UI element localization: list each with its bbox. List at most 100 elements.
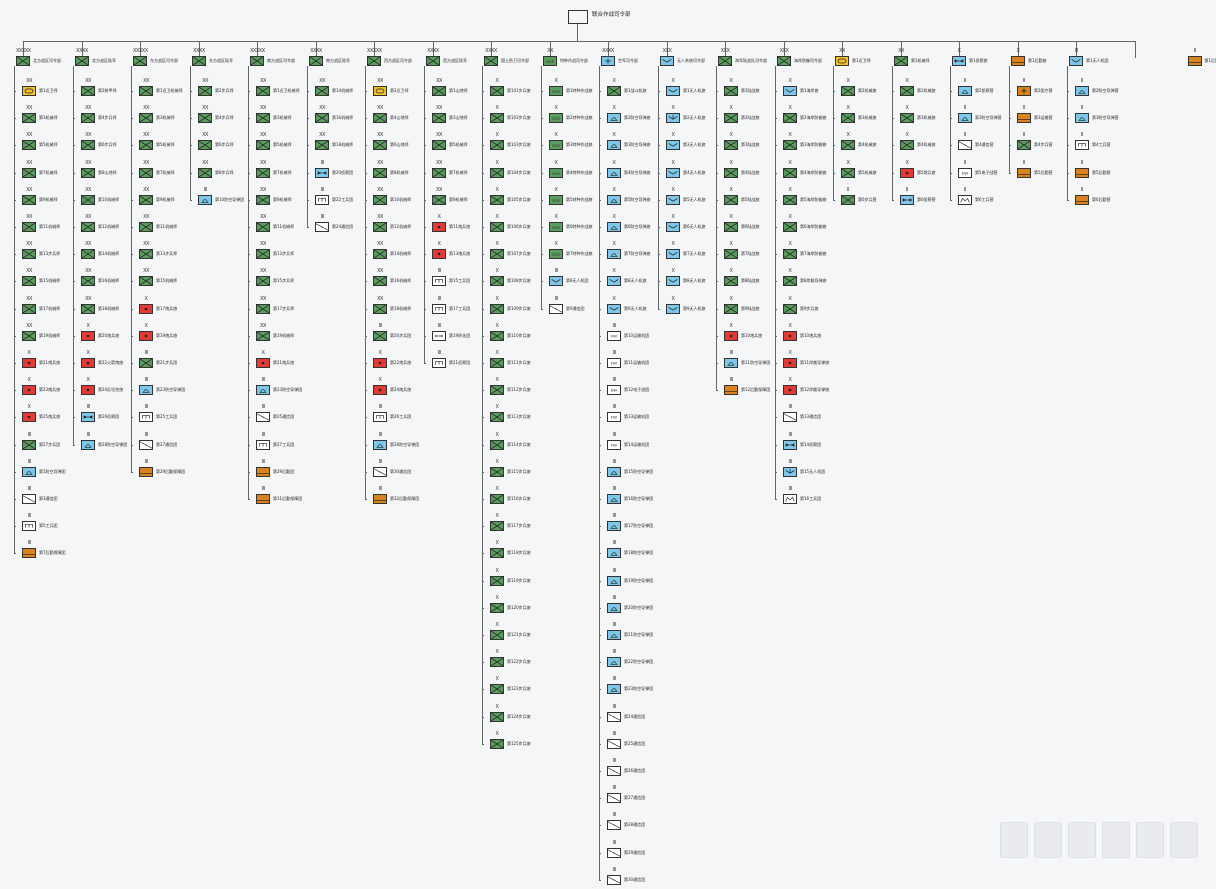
unit-symbol-inf-icon	[783, 195, 797, 205]
item-tick-line	[1067, 91, 1069, 92]
thumbnail[interactable]	[1170, 822, 1198, 858]
unit-symbol-uav-icon	[666, 168, 680, 178]
item-tick-line	[365, 336, 367, 337]
unit-symbol-inf-icon	[724, 249, 738, 259]
unit-label: 第4山地师	[390, 114, 409, 122]
echelon-marker: XX	[373, 132, 387, 138]
echelon-marker: XX	[256, 105, 270, 111]
item-tick-line	[541, 91, 543, 92]
echelon-marker: X	[549, 105, 563, 111]
thumbnail[interactable]	[1068, 822, 1096, 858]
unit-label: 第1海岸旅	[800, 87, 819, 95]
echelon-marker: X	[549, 160, 563, 166]
item-tick-line	[775, 499, 777, 500]
unit-label: 第24通信团	[624, 713, 645, 721]
unit-symbol-inf-icon	[373, 222, 387, 232]
thumbnail[interactable]	[1136, 822, 1164, 858]
echelon-marker: XX	[139, 160, 153, 166]
echelon-marker: III	[607, 350, 621, 356]
echelon-marker: XX	[256, 296, 270, 302]
unit-symbol-sup-icon	[1017, 168, 1031, 178]
item-tick-line	[716, 390, 718, 391]
unit-symbol-dot-icon	[432, 249, 446, 259]
unit-label: 第15工兵团	[449, 277, 470, 285]
unit-label: 第120步兵旅	[507, 604, 531, 612]
thumbnail[interactable]	[1102, 822, 1130, 858]
unit-label: 第9无人机旅	[624, 305, 647, 313]
item-tick-line	[73, 336, 75, 337]
unit-symbol-recon-icon	[783, 440, 797, 450]
unit-symbol-armor-icon	[373, 86, 387, 96]
item-tick-line	[424, 145, 426, 146]
echelon-marker: XX	[139, 214, 153, 220]
unit-symbol-inf-icon	[198, 86, 212, 96]
unit-label: 第12岸舰导弹旅	[800, 386, 829, 394]
thumbnail[interactable]	[1000, 822, 1028, 858]
item-tick-line	[365, 145, 367, 146]
item-tick-line	[599, 118, 601, 119]
unit-label: 第11炮兵旅	[449, 223, 470, 231]
unit-label: 第6防空导弹旅	[624, 223, 651, 231]
unit-label: 第24反坦克旅	[98, 386, 123, 394]
item-tick-line	[950, 173, 952, 174]
unit-label: 第3通信团	[39, 495, 58, 503]
echelon-marker: X	[783, 296, 797, 302]
echelon-marker: II	[1188, 48, 1202, 54]
unit-symbol-inf-icon	[841, 140, 855, 150]
item-tick-line	[14, 281, 16, 282]
item-tick-line	[424, 173, 426, 174]
echelon-marker: III	[607, 812, 621, 818]
column-spine-line	[190, 66, 191, 201]
item-tick-line	[73, 417, 75, 418]
unit-symbol-inf-icon	[81, 113, 95, 123]
unit-label: 第23防空导弹团	[156, 386, 185, 394]
unit-symbol-air-icon	[601, 56, 615, 66]
item-tick-line	[73, 445, 75, 446]
echelon-marker: II	[1075, 187, 1089, 193]
thumbnail[interactable]	[1034, 822, 1062, 858]
unit-symbol-inf-icon	[256, 195, 270, 205]
echelon-marker: III	[724, 350, 738, 356]
unit-symbol-inf-icon	[490, 521, 504, 531]
echelon-marker: XX	[315, 105, 329, 111]
echelon-marker: XX	[22, 187, 36, 193]
unit-symbol-inf-icon	[783, 113, 797, 123]
item-tick-line	[424, 309, 426, 310]
unit-label: 第16机械师	[98, 277, 119, 285]
svg-text:SOF: SOF	[552, 226, 560, 230]
unit-symbol-dot-icon	[22, 358, 36, 368]
unit-symbol-recon-icon	[952, 56, 966, 66]
echelon-marker: XX	[81, 187, 95, 193]
unit-symbol-sup-icon	[1188, 56, 1202, 66]
unit-label: 第9陆战旅	[741, 305, 760, 313]
item-tick-line	[775, 173, 777, 174]
echelon-marker: XX	[22, 214, 36, 220]
unit-symbol-inf-icon	[256, 168, 270, 178]
item-tick-line	[482, 200, 484, 201]
echelon-marker: III	[373, 486, 387, 492]
unit-symbol-dot-icon	[81, 331, 95, 341]
echelon-marker: III	[607, 785, 621, 791]
unit-label: 第17机械师	[39, 305, 60, 313]
svg-text:SOF: SOF	[552, 172, 560, 176]
echelon-marker: X	[490, 214, 504, 220]
echelon-marker: X	[666, 241, 680, 247]
echelon-marker: X	[900, 105, 914, 111]
echelon-marker: III	[256, 459, 270, 465]
echelon-marker: X	[490, 459, 504, 465]
echelon-marker: X	[490, 568, 504, 574]
unit-label: 第7机械师	[449, 169, 468, 177]
item-tick-line	[14, 499, 16, 500]
unit-label: 第12机械师	[98, 223, 119, 231]
echelon-marker: II	[841, 187, 855, 193]
item-tick-line	[599, 390, 601, 391]
unit-label: 第1近卫师	[39, 87, 58, 95]
unit-symbol-sig-icon	[958, 140, 972, 150]
unit-label: 第28通信团	[624, 821, 645, 829]
echelon-marker: X	[783, 132, 797, 138]
item-tick-line	[599, 825, 601, 826]
unit-symbol-inf-icon	[256, 276, 270, 286]
echelon-marker: XX	[22, 323, 36, 329]
unit-symbol-eng-icon	[373, 412, 387, 422]
echelon-marker: XX	[139, 105, 153, 111]
